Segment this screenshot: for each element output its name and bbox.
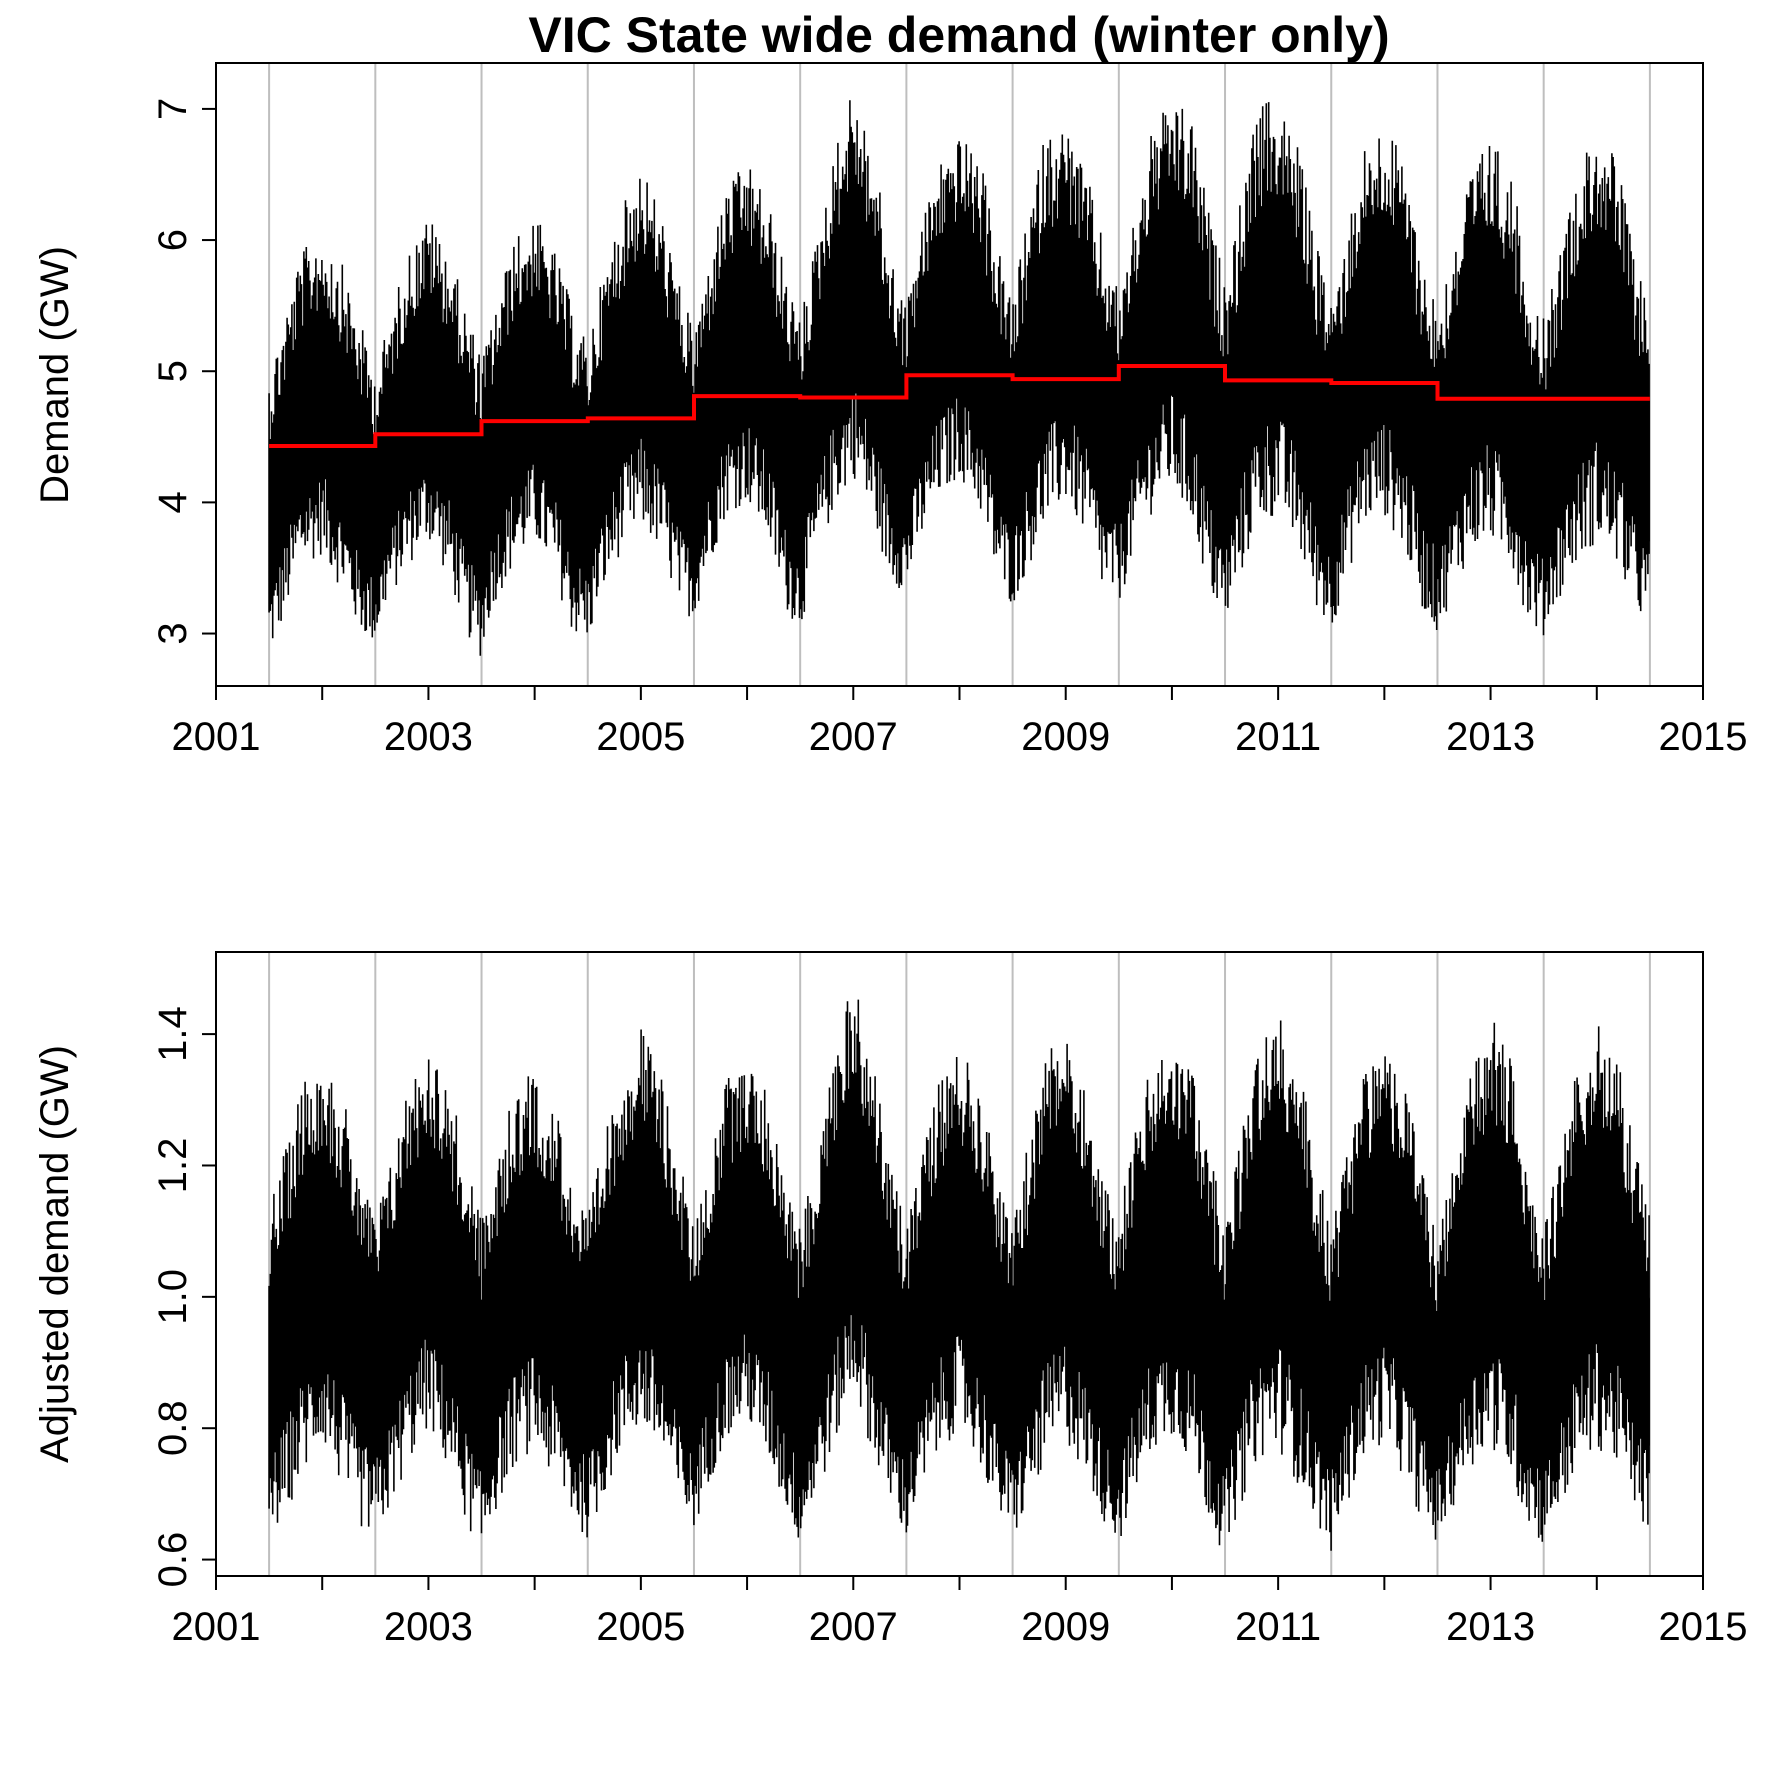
top-x-tick-label: 2001 [172, 715, 261, 759]
top-demand-core [269, 192, 1650, 580]
top-y-tick-label: 7 [151, 98, 195, 120]
top-y-tick-label: 6 [151, 229, 195, 251]
top-x-tick-label: 2005 [596, 715, 685, 759]
bottom-y-tick-label: 0.8 [151, 1400, 195, 1456]
top-y-tick-label: 3 [151, 622, 195, 644]
bottom-x-tick-label: 2005 [596, 1605, 685, 1649]
bottom-y-axis-title: Adjusted demand (GW) [33, 1045, 77, 1463]
top-x-tick-label: 2009 [1021, 715, 1110, 759]
bottom-x-tick-label: 2011 [1235, 1605, 1321, 1649]
top-plot-area: 2001 2003 2005 2007 2009 2011 2013 2015 3 4 5 6 7 [151, 62, 1748, 759]
bottom-y-tick-label: 0.6 [151, 1532, 195, 1588]
bottom-panel: 2001 2003 2005 2007 2009 2011 2013 2015 0.6 0.8 1.… [33, 951, 1748, 1649]
bottom-x-tick-label: 2015 [1659, 1605, 1748, 1649]
bottom-x-tick-label: 2001 [172, 1605, 261, 1649]
top-x-tick-label: 2011 [1235, 715, 1321, 759]
top-x-tick-label: 2015 [1659, 715, 1748, 759]
bottom-x-tick-label: 2013 [1446, 1605, 1535, 1649]
top-y-tick-label: 5 [151, 360, 195, 382]
chart-title: VIC State wide demand (winter only) [528, 7, 1389, 63]
top-panel: 2001 2003 2005 2007 2009 2011 2013 2015 3 4 5 6 7 De… [33, 62, 1748, 759]
top-yearly-mean-step-line [269, 364, 1650, 448]
top-y-axis-title: Demand (GW) [33, 246, 77, 504]
top-y-tick-label: 4 [151, 491, 195, 513]
bottom-x-tick-label: 2003 [384, 1605, 473, 1649]
bottom-demand-core [269, 1090, 1650, 1464]
top-x-tick-label: 2007 [809, 715, 898, 759]
bottom-x-tick-label: 2007 [809, 1605, 898, 1649]
bottom-x-tick-label: 2009 [1021, 1605, 1110, 1649]
bottom-plot-area: 2001 2003 2005 2007 2009 2011 2013 2015 0.6 0.8 1.… [151, 951, 1748, 1649]
bottom-y-tick-label: 1.0 [151, 1269, 195, 1325]
top-x-tick-label: 2003 [384, 715, 473, 759]
bottom-y-tick-label: 1.2 [151, 1138, 195, 1194]
bottom-y-tick-label: 1.4 [151, 1006, 195, 1062]
top-x-tick-label: 2013 [1446, 715, 1535, 759]
